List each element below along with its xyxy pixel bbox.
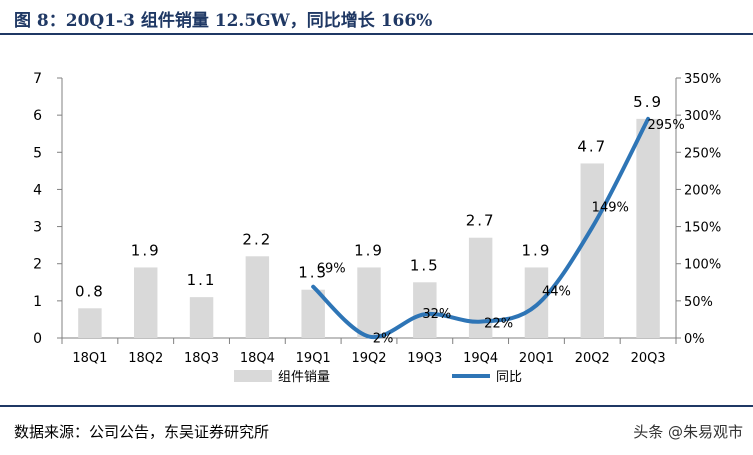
- line-value-label: 149%: [592, 200, 629, 215]
- x-axis-tick-label: 18Q1: [72, 351, 107, 366]
- right-axis-tick-label: 0%: [684, 332, 705, 347]
- bar: [189, 297, 214, 338]
- figure-title: 图 8：20Q1-3 组件销量 12.5GW，同比增长 166%: [14, 11, 433, 31]
- bar-value-label: 2.7: [466, 212, 496, 230]
- line-value-label: 44%: [542, 284, 571, 299]
- left-axis-tick-label: 7: [33, 71, 42, 87]
- combo-chart: 0 1 2 3 4 5 6 7 0% 50% 100% 150% 200% 250% 300% 350% 18Q…: [33, 71, 721, 385]
- x-axis-tick-label: 19Q2: [351, 351, 386, 366]
- yoy-line: [311, 116, 651, 340]
- chart-area: 0 1 2 3 4 5 6 7 0% 50% 100% 150% 200% 250% 300% 350% 18Q…: [0, 56, 753, 396]
- bar-value-label: 1.9: [354, 241, 384, 259]
- x-axis-tick-label: 19Q3: [407, 351, 442, 366]
- x-axis-tick-label: 19Q1: [296, 351, 331, 366]
- title-bar: 图 8：20Q1-3 组件销量 12.5GW，同比增长 166%: [0, 0, 753, 35]
- bar: [245, 256, 270, 338]
- footer-divider: [0, 405, 753, 407]
- title-divider: [0, 33, 753, 35]
- left-axis-tick-label: 6: [33, 108, 42, 124]
- line-value-label: 69%: [317, 262, 346, 277]
- x-axis-tick-label: 20Q3: [631, 351, 666, 366]
- right-axis-tick-label: 250%: [684, 146, 721, 161]
- bar-value-label: 1.9: [522, 241, 552, 259]
- source-note: 数据来源：公司公告，东吴证券研究所: [14, 423, 270, 441]
- x-axis-tick-label: 20Q1: [519, 351, 554, 366]
- watermark: 头条 @朱易观市: [633, 423, 743, 441]
- left-axis-tick-label: 2: [33, 257, 42, 273]
- bar-value-label: 2.2: [242, 230, 272, 248]
- right-axis-tick-label: 350%: [684, 72, 721, 87]
- x-axis-tick-label: 18Q3: [184, 351, 219, 366]
- left-axis-tick-label: 1: [33, 294, 42, 310]
- x-axis-tick-label: 19Q4: [463, 351, 498, 366]
- line-value-label: 22%: [484, 317, 513, 332]
- bar: [580, 163, 604, 338]
- x-axis-tick-label: 18Q2: [128, 351, 163, 366]
- left-axis-tick-label: 4: [33, 182, 42, 198]
- right-axis-tick-label: 300%: [684, 109, 721, 124]
- bar: [301, 289, 325, 338]
- bar: [134, 267, 158, 338]
- bar-value-label: 4.7: [577, 137, 607, 155]
- left-axis-tick-label: 0: [33, 331, 42, 347]
- line-value-label: 295%: [648, 118, 685, 133]
- left-axis-tick-label: 3: [33, 220, 42, 236]
- x-axis-tick-label: 18Q4: [240, 351, 275, 366]
- bar: [357, 267, 381, 338]
- legend-bar-label: 组件销量: [278, 370, 330, 385]
- legend-bar-swatch: [234, 370, 272, 382]
- bar-value-label: 1.5: [410, 256, 440, 274]
- bar-value-label: 5.9: [633, 93, 663, 111]
- x-axis-tick-label: 20Q2: [575, 351, 610, 366]
- right-axis-tick-label: 200%: [684, 183, 721, 198]
- bar: [468, 237, 493, 338]
- left-axis-tick-label: 5: [33, 145, 42, 161]
- bar-value-label: 1.1: [187, 271, 217, 289]
- bar: [78, 308, 102, 338]
- right-axis-tick-label: 100%: [684, 258, 721, 273]
- right-axis-tick-label: 150%: [684, 221, 721, 236]
- bar-value-label: 0.8: [75, 282, 105, 300]
- line-value-label: 32%: [422, 307, 451, 322]
- bar-value-label: 1.3: [298, 264, 328, 282]
- bar: [636, 118, 660, 338]
- bar-value-label: 1.9: [131, 241, 161, 259]
- bar: [413, 282, 437, 338]
- line-value-label: 2%: [373, 332, 394, 347]
- legend-line-label: 同比: [496, 370, 522, 385]
- right-axis-tick-label: 50%: [684, 295, 713, 310]
